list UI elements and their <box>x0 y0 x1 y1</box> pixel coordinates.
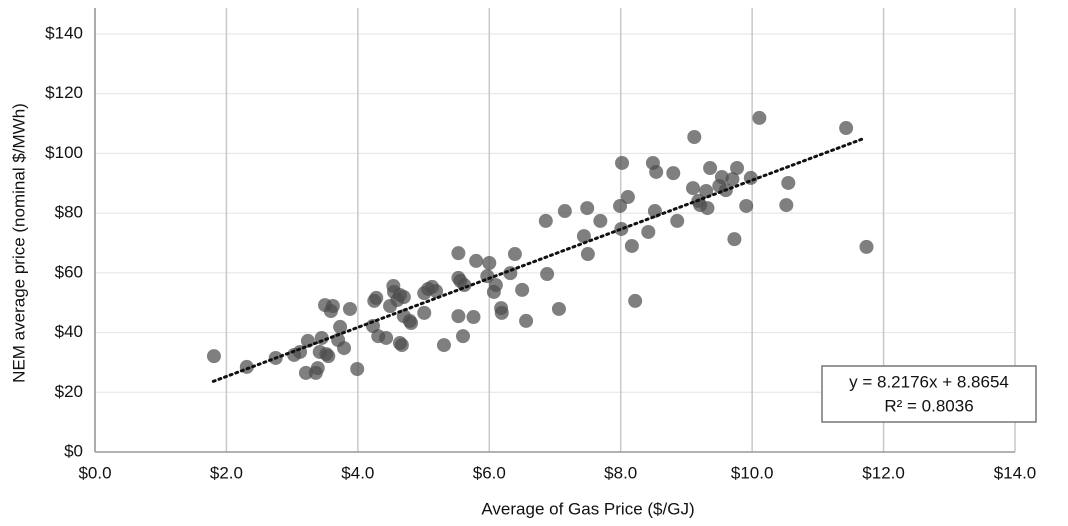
point <box>779 198 794 213</box>
point <box>451 309 466 324</box>
point <box>580 201 595 216</box>
point <box>310 361 325 376</box>
y-tick-label: $20 <box>55 382 83 401</box>
point <box>350 361 365 376</box>
point <box>337 341 352 356</box>
point <box>457 278 472 293</box>
y-axis-title: NEM average price (nominal $/MWh) <box>9 103 28 383</box>
point <box>615 155 630 170</box>
x-tick-label: $8.0 <box>604 463 637 482</box>
point <box>727 232 742 247</box>
point <box>538 213 553 228</box>
y-tick-label: $40 <box>55 322 83 341</box>
equation-box <box>821 365 1037 423</box>
point <box>613 198 628 213</box>
point <box>396 290 411 305</box>
point <box>649 164 664 179</box>
point <box>620 190 635 205</box>
point <box>519 313 534 328</box>
r-squared: R² = 0.8036 <box>884 396 973 415</box>
point <box>507 247 522 262</box>
y-tick-label: $0 <box>64 441 83 460</box>
point <box>714 170 729 185</box>
point <box>624 238 639 253</box>
point <box>593 213 608 228</box>
point <box>551 301 566 316</box>
point <box>700 201 715 216</box>
x-tick-label: $6.0 <box>473 463 506 482</box>
point <box>743 170 758 185</box>
y-tick-label: $100 <box>45 143 83 162</box>
point <box>298 365 313 380</box>
point <box>557 204 572 219</box>
point <box>469 253 484 268</box>
point <box>369 290 384 305</box>
point <box>540 267 555 282</box>
point <box>314 330 329 345</box>
point <box>686 181 700 196</box>
x-tick-label: $12.0 <box>862 463 905 482</box>
point <box>576 229 591 244</box>
x-tick-label: $10.0 <box>731 463 774 482</box>
point <box>859 239 874 254</box>
point <box>703 161 718 176</box>
point <box>325 298 340 313</box>
point <box>394 338 409 353</box>
point <box>333 319 348 334</box>
trendline <box>211 136 866 383</box>
y-tick-label: $120 <box>45 83 83 102</box>
point <box>666 166 681 181</box>
point <box>730 161 745 176</box>
point <box>628 293 643 308</box>
point <box>417 305 432 320</box>
x-tick-label: $14.0 <box>994 463 1037 482</box>
point <box>379 330 394 345</box>
point <box>466 310 481 325</box>
point <box>429 284 444 299</box>
point <box>342 301 357 316</box>
point <box>739 198 754 213</box>
point <box>839 121 854 136</box>
point <box>580 247 595 262</box>
point <box>687 130 702 145</box>
point <box>752 110 767 125</box>
trend-equation: y = 8.2176x + 8.8654 <box>849 372 1009 391</box>
x-axis-title: Average of Gas Price ($/GJ) <box>481 499 694 518</box>
point <box>456 329 470 344</box>
x-tick-label: $2.0 <box>210 463 243 482</box>
point <box>614 221 629 236</box>
point <box>641 224 656 239</box>
y-tick-label: $60 <box>55 262 83 281</box>
point <box>206 349 221 364</box>
point <box>725 172 740 187</box>
point <box>451 246 466 261</box>
point <box>404 316 419 331</box>
point <box>488 278 503 293</box>
point <box>321 349 336 364</box>
x-tick-label: $0.0 <box>78 463 111 482</box>
y-tick-label: $140 <box>45 23 83 42</box>
point <box>670 213 685 228</box>
point <box>494 305 509 320</box>
y-tick-label: $80 <box>55 203 83 222</box>
point <box>482 256 497 271</box>
point <box>436 338 451 353</box>
x-tick-label: $4.0 <box>341 463 374 482</box>
point <box>515 282 530 297</box>
point <box>781 175 796 190</box>
